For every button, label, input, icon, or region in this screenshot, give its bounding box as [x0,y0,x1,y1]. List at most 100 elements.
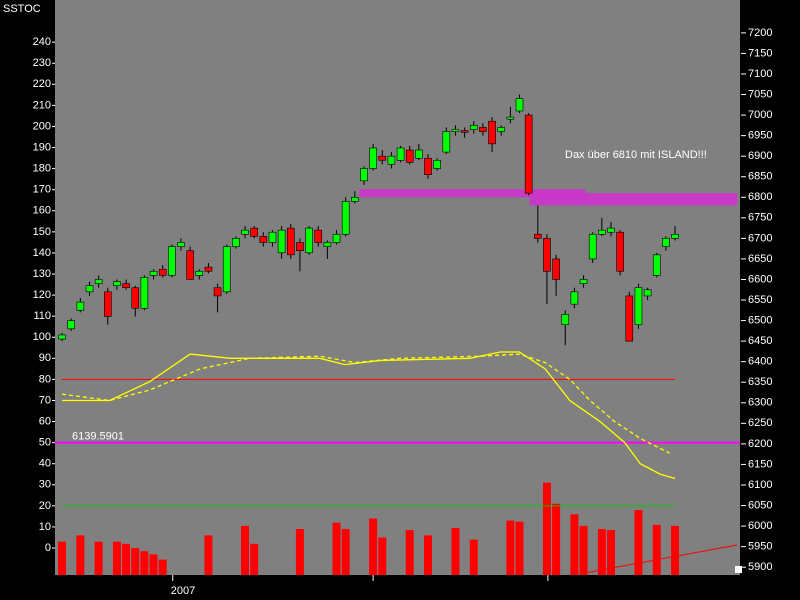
candle-body [433,159,441,169]
y2-tick-label: 6950 [748,130,772,142]
y-tick-label: 150 [33,226,51,238]
volume-bar [671,525,680,575]
y-tick-label: 80 [39,373,51,385]
level-label: 6139.5901 [72,431,124,443]
y2-tick-label: 7050 [748,88,772,100]
candle-body [296,242,304,252]
volume-bar [149,554,158,575]
candle-body [588,233,597,260]
candle-body [634,287,643,325]
y-tick-label: 240 [33,36,51,48]
volume-bar [76,535,85,575]
candle-body [579,279,588,284]
volume-bar [424,535,433,575]
candle-body [341,201,350,235]
y-tick-label: 230 [33,57,51,69]
volume-bar [122,543,131,575]
candle-body [277,229,286,254]
y-tick-label: 10 [39,521,51,533]
volume-bar [58,541,67,575]
volume-bar [606,530,615,575]
chart-title: SSTOC [3,3,41,15]
volume-bar [204,535,213,575]
candle-body [369,147,377,169]
candle-body [222,246,231,293]
y2-tick-label: 6650 [748,253,772,265]
volume-bar [552,503,561,575]
y-tick-label: 130 [33,268,51,280]
candle-body [561,314,570,325]
y2-tick-label: 6800 [748,191,772,203]
volume-bar [515,521,524,575]
candle-body [268,231,277,243]
x-label: 2007 [171,585,195,597]
volume-bar [451,527,460,575]
candle-body [213,287,222,297]
volume-bar [250,543,259,575]
corner-icon [735,566,742,573]
y-tick-label: 90 [39,352,51,364]
candle-body [662,238,670,247]
y-tick-label: 170 [33,184,51,196]
volume-bar [94,541,103,575]
candle-body [323,242,332,247]
volume-bar [652,524,661,575]
y2-tick-label: 6500 [748,314,772,326]
y-tick-label: 190 [33,141,51,153]
volume-bar [597,529,606,575]
y-tick-label: 70 [39,394,51,406]
candle-body [451,129,460,132]
candle-body [259,236,268,243]
candle-body [67,320,75,330]
volume-bar [570,514,579,575]
zone [359,189,586,198]
volume-bar [378,537,387,575]
y2-tick-label: 6450 [748,335,772,347]
candle-body [534,233,542,239]
volume-bar [369,518,378,575]
y2-tick-label: 6250 [748,417,772,429]
candle-body [607,227,615,233]
y-tick-label: 110 [33,310,51,322]
volume-bar [506,520,515,575]
candle-body [497,127,506,132]
candle-body [405,149,414,163]
candle-body [332,233,341,243]
candle-body [570,291,579,305]
y2-tick-label: 7200 [748,27,772,39]
candle-body [396,147,405,161]
candle-body [616,231,624,272]
volume-bar [579,525,588,575]
candle-body [250,227,258,237]
y2-tick-label: 6600 [748,273,772,285]
candle-body [515,98,524,112]
volume-bar [112,541,121,575]
y-tick-label: 50 [39,437,51,449]
indicator-line [61,353,670,454]
candle-body [652,254,661,276]
y-tick-label: 60 [39,415,51,427]
volume-bar [542,482,551,575]
volume-bar [158,559,167,575]
candle-body [177,242,185,247]
candle-body [524,114,533,194]
y2-tick-label: 7150 [748,47,772,59]
y2-tick-label: 6150 [748,458,772,470]
volume-bar [634,510,643,575]
candle-body [232,238,240,247]
candle-body [204,266,213,272]
volume-bar [332,522,341,575]
y-tick-label: 210 [33,99,51,111]
candle-body [94,279,103,284]
y-tick-label: 220 [33,78,51,90]
candle-body [625,295,634,342]
y2-tick-label: 6350 [748,376,772,388]
y-tick-label: 100 [33,331,51,343]
y2-tick-label: 6400 [748,356,772,368]
y2-tick-label: 6100 [748,479,772,491]
candle-body [424,157,432,175]
zone [529,193,738,206]
y2-tick-label: 6200 [748,438,772,450]
volume-bar [405,530,414,575]
y2-tick-label: 5900 [748,561,772,573]
